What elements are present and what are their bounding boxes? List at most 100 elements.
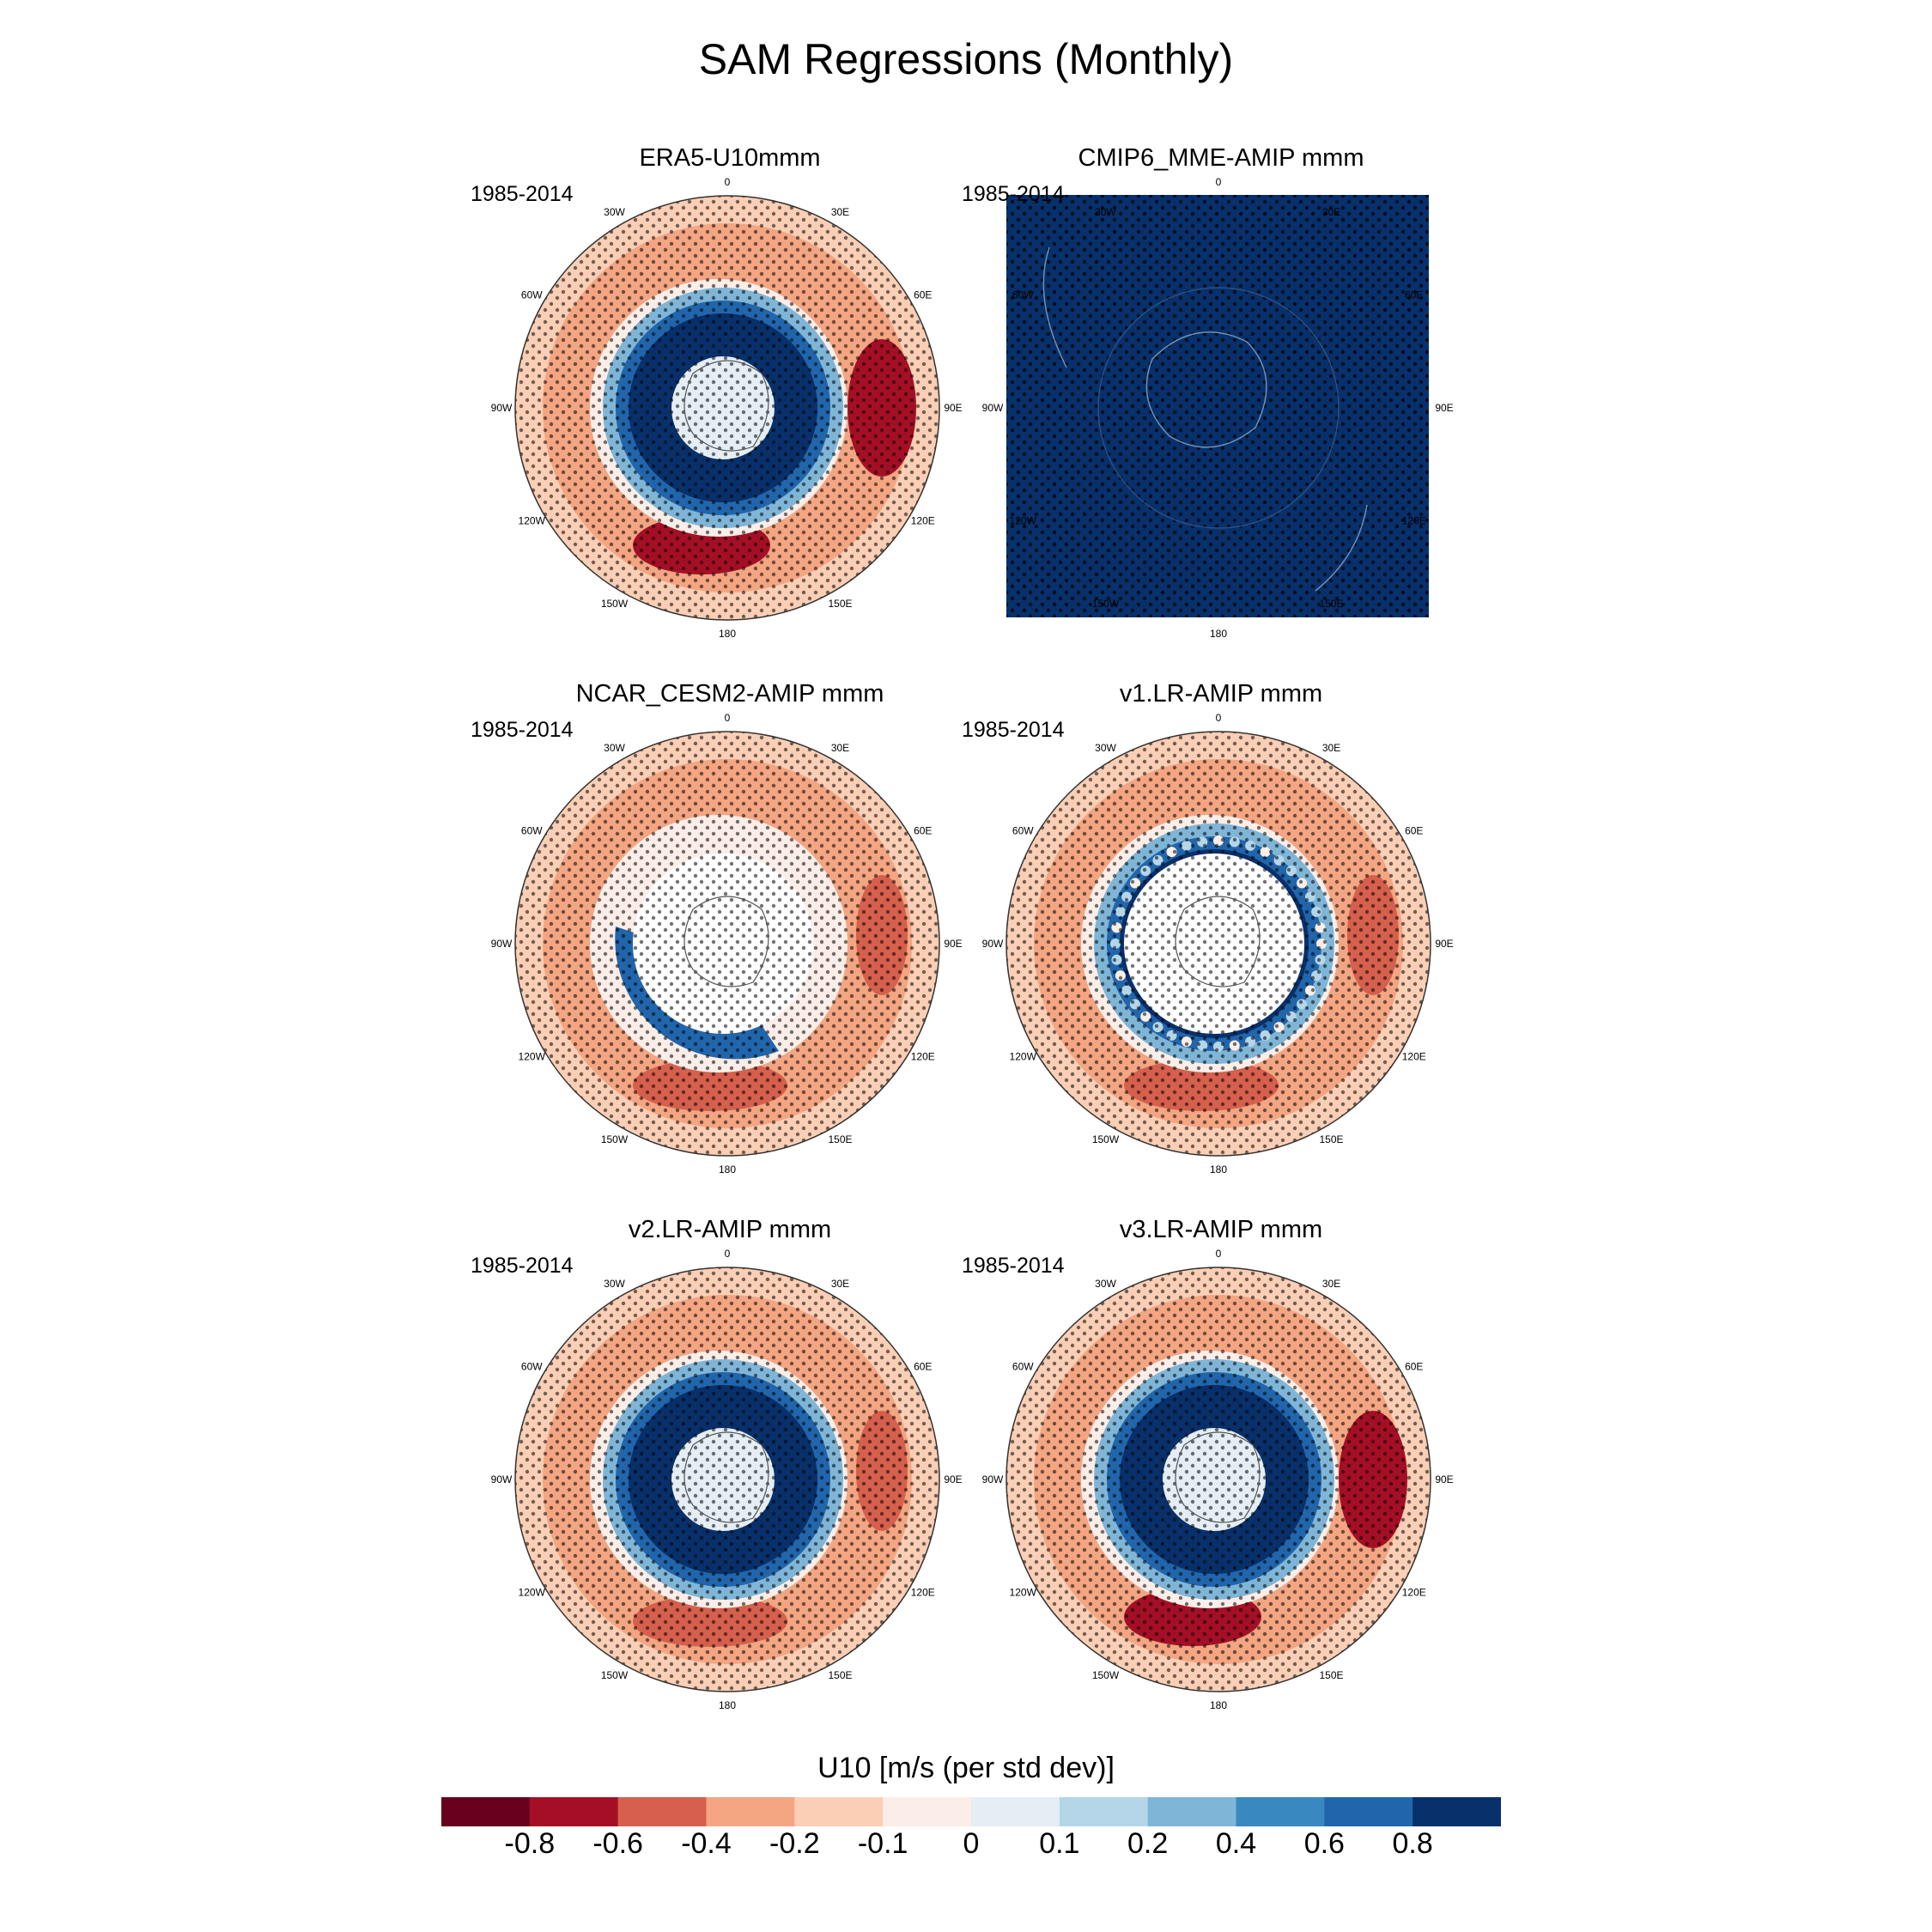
panel-period: 1985-2014 bbox=[962, 1254, 1065, 1278]
colorbar-swatch bbox=[794, 1797, 884, 1826]
map-area: 0 30E 60E 90E 120E 150E 180 150W 120W 90W 60W 30W bbox=[491, 712, 963, 1176]
colorbar-swatch bbox=[883, 1797, 972, 1826]
map-boundary bbox=[514, 731, 940, 1157]
lon-label: 60E bbox=[914, 289, 932, 301]
lon-label: 60E bbox=[914, 1361, 932, 1373]
lon-label: 30W bbox=[1095, 1278, 1116, 1290]
lon-label: 120W bbox=[519, 1051, 546, 1063]
lon-label: 60E bbox=[914, 825, 932, 837]
lon-label: 180 bbox=[1210, 628, 1227, 640]
lon-label: 150W bbox=[1092, 1133, 1120, 1145]
lon-label: 90E bbox=[944, 1473, 962, 1485]
lon-label: 30E bbox=[1322, 742, 1340, 754]
lon-label: 30E bbox=[831, 1278, 849, 1290]
colorbar-tick-label: 0.6 bbox=[1303, 1827, 1345, 1860]
lon-label: 150E bbox=[1319, 1669, 1343, 1681]
lon-label: 60W bbox=[1012, 1361, 1034, 1373]
lon-label: 180 bbox=[1210, 1699, 1227, 1711]
lon-label: 150W bbox=[601, 598, 629, 610]
lon-label: 120E bbox=[911, 1051, 935, 1063]
lon-label: 120E bbox=[1402, 1051, 1426, 1063]
colorbar bbox=[441, 1797, 1501, 1826]
lon-label: 90E bbox=[944, 938, 962, 950]
lon-label: 60W bbox=[1012, 289, 1034, 301]
panel-v2-lr: 0 30E 60E 90E 120E 150E 180 150W 120W 90W 60W 30W v… bbox=[464, 1216, 996, 1731]
lon-label: 60E bbox=[1405, 825, 1423, 837]
lon-label: 120E bbox=[1402, 1587, 1426, 1599]
lon-label: 30W bbox=[1095, 742, 1116, 754]
antarctica-outline bbox=[683, 1431, 769, 1523]
lon-label: 60W bbox=[521, 825, 543, 837]
lon-label: 120W bbox=[519, 515, 546, 527]
lon-label: 150W bbox=[1092, 598, 1120, 610]
lon-label: 150E bbox=[1319, 598, 1343, 610]
lon-label: 90E bbox=[1435, 1473, 1453, 1485]
panel-period: 1985-2014 bbox=[962, 718, 1065, 742]
colorbar-tick-label: -0.8 bbox=[504, 1827, 556, 1860]
lon-label: 120E bbox=[1402, 515, 1426, 527]
colorbar-swatch bbox=[971, 1797, 1060, 1826]
lon-label: 150W bbox=[601, 1133, 629, 1145]
panel-cmip6-mme: 0 30E 60E 90E 120E 150E 180 150W 120W 90W 60W 30W C… bbox=[955, 144, 1487, 659]
colorbar-swatch bbox=[1147, 1797, 1236, 1826]
lon-label: 90E bbox=[1435, 938, 1453, 950]
lon-label: 60E bbox=[1405, 289, 1423, 301]
lon-label: 120E bbox=[911, 1587, 935, 1599]
lon-label: 150W bbox=[601, 1669, 629, 1681]
colorbar-tick-label: 0.4 bbox=[1215, 1827, 1257, 1860]
lon-label: 30W bbox=[1095, 206, 1116, 218]
colorbar-title: U10 [m/s (per std dev)] bbox=[817, 1752, 1115, 1784]
lon-label: 0 bbox=[1216, 1248, 1222, 1260]
antarctica-outline bbox=[1175, 1431, 1261, 1523]
colorbar-tick-label: -0.2 bbox=[769, 1827, 820, 1860]
colorbar-swatch bbox=[529, 1797, 619, 1826]
lon-label: 30E bbox=[1322, 206, 1340, 218]
lon-label: 30E bbox=[831, 206, 849, 218]
antarctica-outline bbox=[683, 360, 769, 452]
lon-label: 120W bbox=[519, 1587, 546, 1599]
antarctica-outline bbox=[1175, 896, 1261, 987]
lon-label: 90E bbox=[944, 402, 962, 414]
map-area: 0 30E 60E 90E 120E 150E 180 150W 120W 90W 60W 30W bbox=[982, 712, 1454, 1176]
lon-label: 150E bbox=[828, 1133, 852, 1145]
antarctica-outline bbox=[683, 896, 769, 987]
map-boundary bbox=[1005, 731, 1431, 1157]
lon-label: 0 bbox=[1216, 712, 1222, 724]
panel-ncar-cesm2: 0 30E 60E 90E 120E 150E 180 150W 120W 90W 60W 30W N… bbox=[464, 680, 996, 1195]
lon-label: 60W bbox=[1012, 825, 1034, 837]
lon-label: 90E bbox=[1435, 402, 1453, 414]
lon-label: 0 bbox=[1216, 176, 1222, 188]
lon-label: 120E bbox=[911, 515, 935, 527]
lon-label: 60W bbox=[521, 1361, 543, 1373]
colorbar-swatch bbox=[1413, 1797, 1501, 1826]
colorbar-swatch bbox=[1059, 1797, 1149, 1826]
lon-label: 0 bbox=[725, 176, 731, 188]
colorbar-tick-label: 0.8 bbox=[1392, 1827, 1433, 1860]
figure-title: SAM Regressions (Monthly) bbox=[698, 35, 1234, 83]
map-boundary bbox=[514, 195, 940, 621]
colorbar-swatch bbox=[1324, 1797, 1413, 1826]
panel-period: 1985-2014 bbox=[471, 182, 574, 206]
map-area: 0 30E 60E 90E 120E 150E 180 150W 120W 90W 60W 30W bbox=[491, 176, 963, 640]
colorbar-tick-label: 0 bbox=[963, 1827, 980, 1860]
colorbar-swatch bbox=[706, 1797, 795, 1826]
panel-title: v3.LR-AMIP mmm bbox=[1119, 1216, 1323, 1243]
lon-label: 30W bbox=[604, 1278, 625, 1290]
lon-label: 180 bbox=[719, 1699, 736, 1711]
panel-period: 1985-2014 bbox=[471, 718, 574, 742]
panel-v3-lr: 0 30E 60E 90E 120E 150E 180 150W 120W 90W 60W 30W v… bbox=[955, 1216, 1487, 1731]
lon-label: 150E bbox=[828, 598, 852, 610]
panel-title: v1.LR-AMIP mmm bbox=[1119, 680, 1323, 708]
colorbar-tick-label: 0.1 bbox=[1039, 1827, 1080, 1860]
colorbar-swatch bbox=[441, 1797, 531, 1826]
lon-label: 150W bbox=[1092, 1669, 1120, 1681]
lon-label: 90W bbox=[491, 1473, 513, 1485]
colorbar-swatch bbox=[617, 1797, 707, 1826]
colorbar-tick-label: -0.1 bbox=[857, 1827, 908, 1860]
lon-label: 60E bbox=[1405, 1361, 1423, 1373]
lon-label: 90W bbox=[491, 938, 513, 950]
lon-label: 30W bbox=[604, 742, 625, 754]
antarctica-outline bbox=[1145, 331, 1267, 448]
lon-label: 180 bbox=[719, 1163, 736, 1176]
lon-label: 90W bbox=[491, 402, 513, 414]
